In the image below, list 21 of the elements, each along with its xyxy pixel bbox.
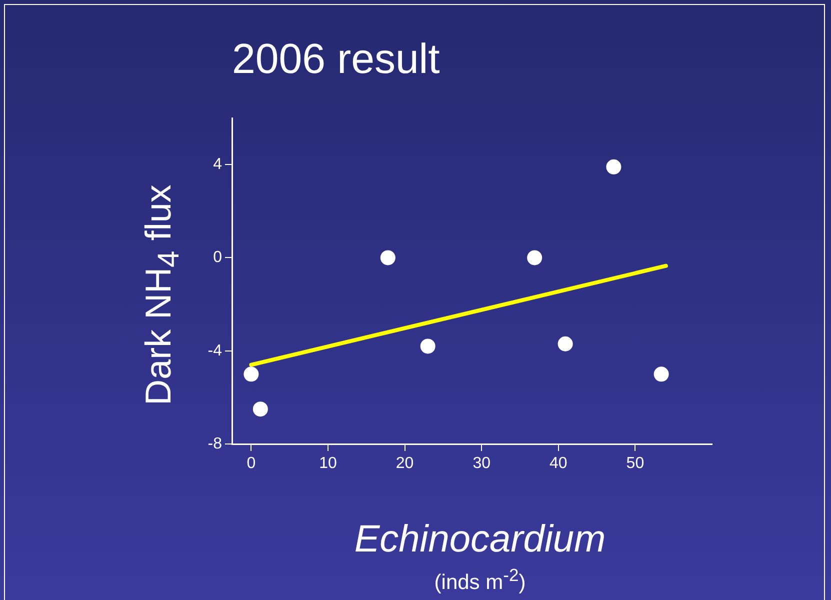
point (252, 402, 268, 417)
x-tick-label: 30 (472, 455, 491, 472)
y-tick-label: -8 (208, 435, 222, 452)
point (244, 366, 259, 382)
point (380, 250, 396, 266)
x-tick-label: 40 (550, 455, 568, 472)
x-axis-title: Echinocardium (354, 518, 606, 562)
x-tick-label: 50 (626, 455, 644, 472)
point (606, 159, 622, 174)
x-tick-label: 0 (246, 455, 256, 472)
chart-title: 2006 result (232, 35, 440, 83)
x-tick-label: 20 (396, 455, 414, 472)
point (558, 336, 573, 352)
point (527, 250, 542, 266)
text: (inds m$^{-2}$) (434, 565, 526, 595)
y-tick-label: -4 (208, 342, 222, 360)
y-tick-label: 0 (213, 249, 222, 266)
x-tick-label: 10 (319, 455, 337, 472)
point (654, 366, 669, 382)
point (420, 338, 436, 354)
y-tick-label: 4 (213, 156, 222, 173)
